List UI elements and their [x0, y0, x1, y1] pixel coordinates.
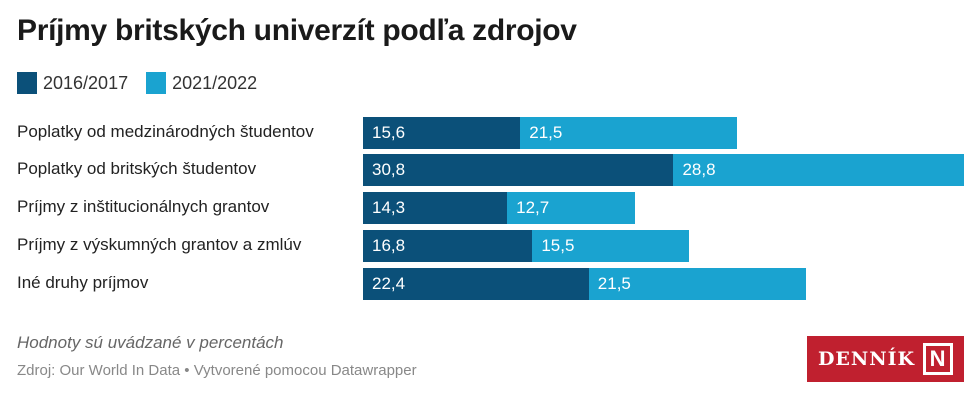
bar-row: Príjmy z inštitucionálnych grantov 14,3 12…: [0, 192, 980, 224]
data-label: 12,7: [516, 198, 550, 217]
data-label: 21,5: [529, 123, 563, 142]
data-label: 16,8: [372, 236, 406, 255]
category-label: Iné druhy príjmov: [17, 273, 149, 292]
bar-segment-2016-2017: 14,3: [363, 192, 508, 224]
bar-row: Príjmy z výskumných grantov a zmlúv 16,8 1…: [0, 230, 980, 262]
category-label: Príjmy z výskumných grantov a zmlúv: [17, 235, 302, 254]
data-label: 14,3: [372, 198, 406, 217]
bar-segment-2021-2022: 15,5: [532, 230, 689, 262]
legend-label: 2016/2017: [43, 72, 129, 93]
category-label: Poplatky od medzinárodných študentov: [17, 122, 314, 141]
category-label: Príjmy z inštitucionálnych grantov: [17, 197, 270, 216]
data-label: 15,6: [372, 123, 406, 142]
legend-item-2021: 2021/2022: [146, 72, 257, 94]
data-label: 28,8: [682, 160, 716, 179]
legend-swatch: [17, 72, 37, 94]
legend: 2016/2017 2021/2022: [17, 72, 275, 94]
data-label: 22,4: [372, 274, 406, 293]
bar-segment-2021-2022: 12,7: [507, 192, 636, 224]
bar-segment-2021-2022: 28,8: [673, 154, 964, 186]
bar-segment-2016-2017: 15,6: [363, 117, 521, 149]
dennik-n-logo: DENNÍK N: [807, 336, 964, 382]
bar-row: Poplatky od britských študentov 30,8 28,8: [0, 154, 980, 186]
chart-note: Hodnoty sú uvádzané v percentách: [17, 333, 284, 352]
bar-segment-2016-2017: 30,8: [363, 154, 674, 186]
source-text: Zdroj: Our World In Data • Vytvorené pom…: [17, 362, 417, 379]
legend-swatch: [146, 72, 167, 94]
data-label: 21,5: [597, 274, 631, 293]
bar-row: Poplatky od medzinárodných študentov 15,6…: [0, 117, 980, 149]
data-label: 15,5: [541, 236, 575, 255]
bar-segment-2016-2017: 16,8: [363, 230, 533, 262]
data-label: 30,8: [372, 160, 406, 179]
bar-segment-2016-2017: 22,4: [363, 268, 589, 300]
bar-segment-2021-2022: 21,5: [588, 268, 806, 300]
legend-item-2016: 2016/2017: [17, 72, 128, 94]
bar-segment-2021-2022: 21,5: [520, 117, 737, 149]
bar-row: Iné druhy príjmov 22,4 21,5: [0, 268, 980, 300]
category-label: Poplatky od britských študentov: [17, 159, 257, 178]
chart-title: Príjmy britských univerzít podľa zdrojov: [17, 14, 577, 47]
legend-label: 2021/2022: [172, 72, 258, 93]
